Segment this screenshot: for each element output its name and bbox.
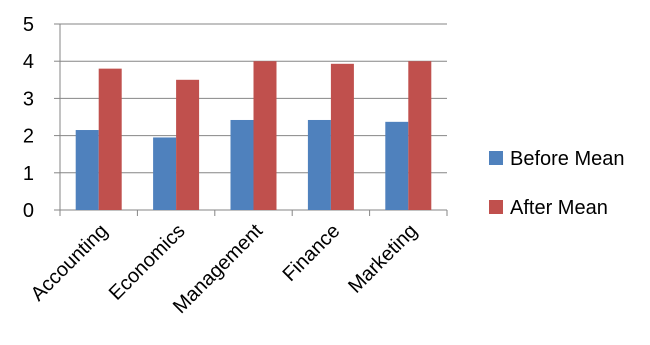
bar-before-mean-management [230,119,254,210]
x-tick-label: Accounting [27,220,113,306]
bar-after-mean-management [253,61,277,211]
y-tick-label: 5 [23,14,34,36]
y-tick-label: 4 [23,51,34,73]
y-tick-label: 2 [23,126,34,148]
bars [75,61,432,211]
bar-after-mean-marketing [408,61,432,211]
legend-swatch [489,151,503,165]
bar-after-mean-economics [176,79,200,210]
y-tick-labels: 0 1 2 3 4 5 [23,14,34,222]
x-tick-label: Marketing [344,220,422,298]
x-tick-label: Economics [105,220,190,305]
legend: Before Mean After Mean [489,148,625,219]
bar-after-mean-finance [330,63,354,210]
bar-before-mean-economics [153,137,177,210]
bar-after-mean-accounting [98,68,122,210]
y-tick-label: 3 [23,88,34,110]
bar-before-mean-accounting [75,130,99,210]
legend-swatch [489,200,503,214]
legend-label: After Mean [510,197,608,219]
bar-before-mean-marketing [385,121,409,210]
legend-label: Before Mean [510,148,625,170]
y-tick-label: 0 [23,200,34,222]
y-tick-label: 1 [23,163,34,185]
bar-before-mean-finance [307,119,331,210]
x-tick-label: Finance [279,220,345,286]
